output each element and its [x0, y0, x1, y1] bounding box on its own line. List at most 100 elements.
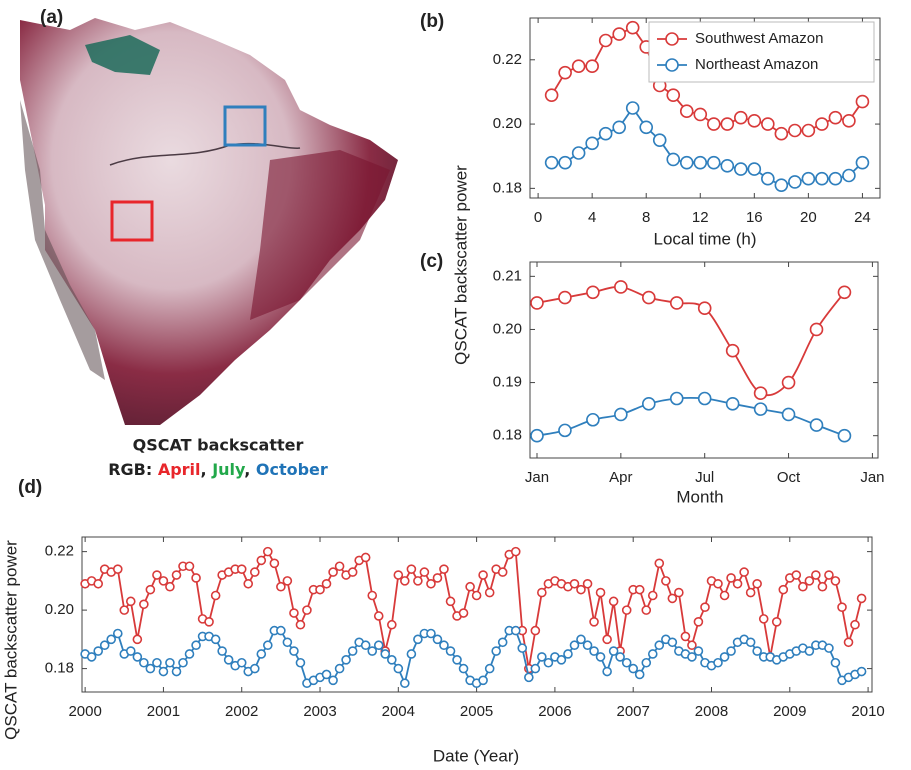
data-point: [543, 657, 554, 668]
data-point: [112, 628, 123, 639]
x-tick-label: 8: [642, 209, 650, 226]
data-point: [837, 428, 852, 443]
data-point: [771, 617, 782, 627]
data-point: [315, 584, 325, 595]
data-point: [625, 20, 640, 35]
data-point: [725, 343, 740, 358]
data-point: [586, 412, 600, 427]
data-point: [321, 578, 332, 589]
data-point: [713, 578, 723, 589]
data-point: [697, 391, 712, 406]
x-tick-label: 2005: [460, 703, 493, 720]
y-tick-label: 0.21: [493, 267, 522, 284]
data-point: [544, 88, 559, 102]
y-tick-label: 0.20: [493, 115, 522, 132]
legend-marker: [665, 32, 679, 46]
river: [109, 142, 301, 166]
data-point: [654, 640, 665, 651]
data-point: [571, 59, 586, 74]
data-point: [582, 640, 593, 651]
data-point: [367, 590, 378, 601]
x-tick-label: 2009: [773, 703, 806, 720]
data-point: [112, 564, 123, 574]
y-tick-label: 0.18: [493, 427, 522, 444]
data-point: [774, 126, 789, 141]
data-point: [152, 657, 162, 668]
data-point: [387, 655, 397, 665]
data-point: [510, 546, 521, 557]
panel-label: (d): [18, 477, 42, 498]
data-point: [497, 637, 508, 648]
data-point: [753, 386, 768, 400]
data-point: [558, 290, 572, 305]
data-point: [184, 649, 195, 659]
data-point: [837, 602, 847, 612]
rgb-month: July: [211, 460, 246, 479]
data-point: [165, 657, 175, 668]
y-tick-label: 0.20: [493, 320, 522, 337]
data-point: [726, 573, 736, 583]
data-point: [210, 590, 221, 601]
data-point: [256, 555, 267, 566]
data-point: [236, 657, 247, 668]
data-point: [393, 663, 404, 674]
data-point: [758, 614, 769, 624]
data-point: [679, 155, 694, 170]
plot-frame: [529, 17, 881, 199]
data-point: [801, 123, 816, 138]
data-point: [276, 581, 286, 592]
data-point: [439, 564, 449, 574]
data-point: [674, 587, 684, 598]
data-point: [706, 155, 721, 170]
data-point: [458, 663, 469, 674]
data-point: [497, 567, 508, 577]
data-point: [817, 581, 828, 592]
continent: [20, 18, 398, 425]
data-point: [171, 570, 182, 580]
data-point: [652, 133, 667, 147]
data-point: [669, 296, 684, 310]
data-point: [639, 120, 654, 135]
data-point: [719, 652, 730, 662]
data-point: [734, 162, 748, 176]
data-point: [612, 27, 626, 41]
data-point: [602, 634, 612, 645]
x-tick-label: 2006: [538, 703, 571, 720]
data-point: [243, 578, 254, 589]
y-axis-label: QSCAT backscatter power: [451, 165, 470, 365]
data-point: [367, 646, 378, 656]
data-point: [739, 567, 749, 577]
data-point: [809, 418, 824, 432]
data-point: [855, 155, 870, 170]
y-tick-label: 0.22: [45, 543, 74, 560]
data-point: [400, 678, 410, 689]
data-point: [204, 617, 214, 627]
data-point: [471, 590, 482, 601]
data-point: [576, 634, 586, 645]
data-point: [850, 619, 860, 630]
data-point: [558, 155, 572, 170]
data-point: [753, 402, 768, 416]
legend-box: [648, 21, 875, 83]
data-point: [249, 663, 260, 674]
rgb-label: RGB:: [108, 460, 152, 479]
northeast-box: [223, 105, 267, 147]
data-point: [615, 652, 625, 662]
data-point: [809, 322, 824, 337]
data-point: [669, 391, 684, 406]
data-point: [700, 602, 710, 612]
data-point: [571, 146, 586, 160]
x-axis-label: Month: [676, 487, 723, 506]
legend-label: Northeast Amazon: [695, 56, 818, 73]
legend-marker: [665, 58, 679, 72]
data-point: [295, 619, 306, 630]
data-point: [761, 171, 775, 186]
data-point: [139, 599, 149, 610]
data-point: [569, 640, 580, 651]
data-point: [680, 631, 691, 642]
data-point: [830, 657, 841, 668]
data-point: [387, 619, 397, 630]
data-point: [269, 558, 280, 569]
data-point: [804, 576, 815, 586]
